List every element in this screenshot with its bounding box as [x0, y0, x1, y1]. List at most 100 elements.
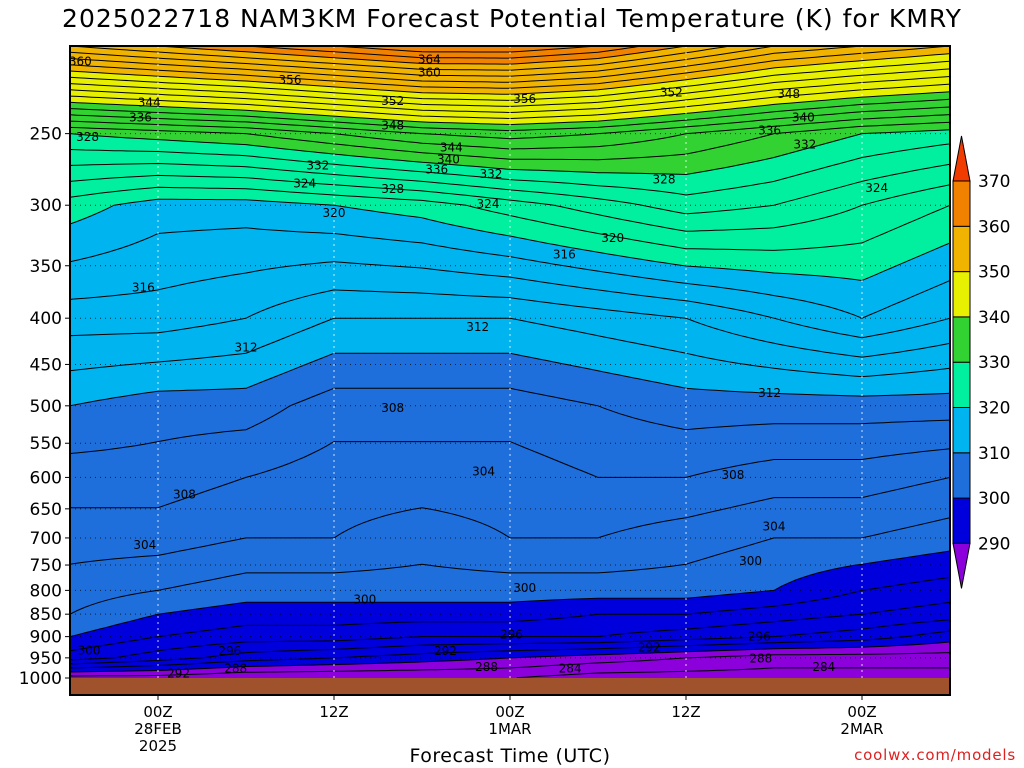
- contour-label: 312: [466, 320, 489, 334]
- chart-title: 2025022718 NAM3KM Forecast Potential Tem…: [62, 4, 962, 33]
- y-tick-label: 750: [30, 556, 62, 576]
- theta-band-360: [158, 46, 686, 65]
- contour-label: 352: [381, 94, 404, 108]
- colorbar-band: [952, 497, 971, 544]
- colorbar-tick-label: 320: [978, 399, 1010, 419]
- isentrope-366: [414, 46, 518, 47]
- contour-label: 320: [323, 206, 346, 220]
- x-axis-title: Forecast Time (UTC): [409, 745, 611, 767]
- colorbar-tick-label: 300: [978, 489, 1010, 509]
- colorbar: 290 300 310 320 330 340 350 360 370: [952, 135, 1010, 589]
- contour-label: 316: [553, 247, 576, 261]
- contour-label: 312: [758, 386, 781, 400]
- y-tick-label: 350: [30, 257, 62, 277]
- y-tick-label: 400: [30, 309, 62, 329]
- contour-label: 332: [306, 158, 329, 172]
- colorbar-tick-label: 350: [978, 263, 1010, 283]
- contour-label: 360: [69, 54, 92, 68]
- contour-label: 300: [739, 554, 762, 568]
- contour-label: 340: [437, 152, 460, 166]
- theta-shading: [70, 0, 950, 678]
- isentrope-316: [70, 261, 950, 339]
- colorbar-band: [952, 361, 971, 409]
- contour-label: 360: [418, 66, 441, 80]
- y-tick-label: 800: [30, 581, 62, 601]
- contour-label: 284: [812, 660, 835, 674]
- colorbar-tick-label: 310: [978, 444, 1010, 464]
- contour-label: 320: [601, 231, 624, 245]
- contour-label: 292: [638, 640, 661, 654]
- colorbar-band: [952, 316, 971, 363]
- colorbar-tick-label: 360: [978, 217, 1010, 237]
- y-tick-label: 250: [30, 125, 62, 145]
- y-tick-label: 500: [30, 397, 62, 417]
- contour-label: 288: [749, 652, 772, 666]
- contour-label: 356: [513, 92, 536, 106]
- isentrope-320: [70, 198, 950, 282]
- isentrope-324: [70, 174, 950, 232]
- contour-label: 292: [434, 644, 457, 658]
- colorbar-tick-label: 370: [978, 172, 1010, 192]
- contour-label: 324: [293, 177, 316, 191]
- y-tick-label: 300: [30, 196, 62, 216]
- isentrope-292: [70, 630, 950, 669]
- y-tick-label: 1000: [19, 669, 62, 689]
- contour-label: 344: [440, 141, 463, 155]
- isentrope-298: [70, 576, 950, 652]
- colorbar-band: [952, 180, 971, 227]
- colorbar-tick-label: 340: [978, 308, 1010, 328]
- x-tick-label: 12Z: [319, 703, 348, 721]
- colorbar-band: [952, 452, 971, 499]
- x-tick-label: 00Z: [847, 703, 876, 721]
- y-tick-label: 900: [30, 628, 62, 648]
- ground-surface: [70, 678, 950, 695]
- contour-label: 308: [721, 468, 744, 482]
- contour-label: 296: [500, 627, 523, 641]
- colorbar-arrow-top: [952, 135, 971, 182]
- contour-label: 336: [425, 163, 448, 177]
- colorbar-tick-label: 330: [978, 353, 1010, 373]
- y-tick-label: 450: [30, 355, 62, 375]
- contour-label: 304: [472, 464, 495, 478]
- contour-label: 328: [653, 173, 676, 187]
- contour-label: 356: [279, 73, 302, 87]
- contour-label: 300: [78, 643, 101, 657]
- contour-label: 336: [129, 111, 152, 125]
- contour-label: 300: [353, 593, 376, 607]
- isentrope-326: [70, 162, 950, 215]
- isentrope-294: [70, 619, 950, 665]
- contour-label: 348: [381, 119, 404, 133]
- colorbar-arrow-bottom: [952, 542, 971, 589]
- contour-label: 284: [559, 661, 582, 675]
- x-tick-label: 2MAR: [840, 720, 883, 738]
- grid: [70, 46, 950, 678]
- isentrope-302: [70, 517, 950, 615]
- contour-label: 304: [133, 538, 156, 552]
- contour-label: 344: [138, 96, 161, 110]
- isentrope-332: [70, 121, 950, 161]
- x-tick-label: 00Z: [143, 703, 172, 721]
- contour-label: 296: [218, 644, 241, 658]
- contour-label: 328: [381, 182, 404, 196]
- contour-label: 332: [479, 167, 502, 181]
- colorbar-band: [952, 271, 971, 318]
- y-tick-label: 600: [30, 468, 62, 488]
- isentrope-330: [70, 129, 950, 176]
- contour-label: 292: [167, 666, 190, 680]
- colorbar-band: [952, 407, 971, 454]
- colorbar-band: [952, 225, 971, 273]
- site-credit: coolwx.com/models: [854, 746, 1016, 764]
- y-tick-label: 950: [30, 649, 62, 669]
- contour-label: 312: [235, 340, 258, 354]
- isentrope-288: [70, 652, 950, 677]
- contour-label: 336: [758, 123, 781, 137]
- contour-label: 352: [660, 85, 683, 99]
- contour-label: 304: [763, 520, 786, 534]
- contour-label: 308: [381, 401, 404, 415]
- contour-label: 288: [224, 661, 247, 675]
- isentrope-contours: [70, 46, 950, 695]
- theta-band-370: [70, 0, 950, 41]
